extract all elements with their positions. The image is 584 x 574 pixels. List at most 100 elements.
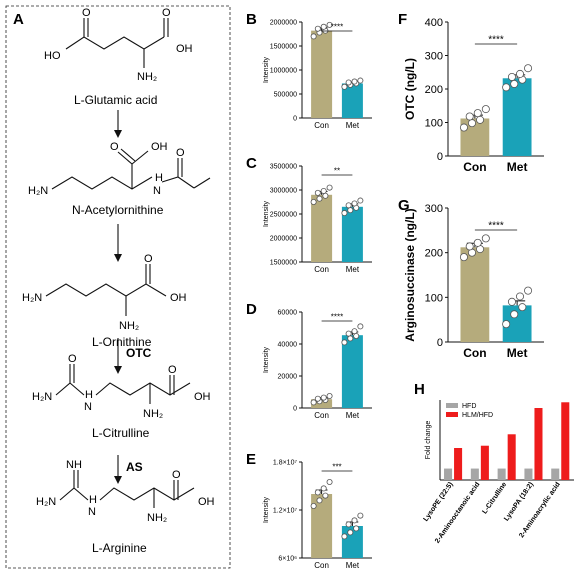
data-point (314, 25, 321, 32)
y-tick-label: 2000000 (270, 20, 297, 27)
data-point (467, 119, 476, 128)
data-point (465, 112, 474, 121)
category-label: Met (346, 265, 360, 274)
atom-label: H₂N (28, 185, 48, 197)
atom-label: OH (176, 43, 193, 55)
data-point (310, 198, 317, 205)
compound-name-l-citrulline: L-Citrulline (92, 426, 150, 440)
data-point (326, 21, 333, 28)
data-point (473, 109, 482, 118)
compound-name-l-ornithine: L-Ornithine (92, 335, 152, 349)
atom-label: O (144, 253, 153, 265)
y-tick-label: 6×10⁶ (278, 556, 297, 563)
data-point (351, 200, 358, 207)
atom-label: NH (66, 459, 82, 471)
data-point (341, 339, 348, 346)
data-point (320, 485, 327, 492)
data-point (345, 79, 352, 86)
bar-con (460, 247, 490, 342)
atom-label: H₂N (32, 391, 52, 403)
y-tick-label: 1500000 (270, 260, 297, 267)
panel-letter-b: B (246, 11, 257, 28)
y-tick-label: 0 (293, 116, 297, 123)
y-tick-label: 300 (425, 51, 443, 63)
significance-label: **** (331, 313, 343, 322)
atom-label: H (89, 494, 97, 506)
y-tick-label: 100 (425, 118, 443, 130)
panel-letter-f: F (398, 11, 407, 28)
category-label: Con (463, 160, 486, 174)
bar-hfd (497, 468, 506, 480)
y-tick-label: 2000000 (270, 236, 297, 243)
data-point (316, 195, 323, 202)
data-point (310, 33, 317, 40)
panel-letter-d: D (246, 301, 257, 318)
bar-met (341, 335, 363, 408)
data-point (524, 286, 533, 295)
significance-label: *** (332, 463, 341, 472)
category-label: Met (507, 160, 528, 174)
y-axis-label: OTC (ng/L) (403, 58, 417, 120)
chart-d: 0 20000 40000 60000 Intensity Con Met **** (263, 310, 372, 420)
atom-label: O (172, 469, 181, 481)
bar-hfd (470, 468, 479, 480)
data-point (314, 395, 321, 402)
atom-label: NH₂ (147, 512, 167, 524)
data-point (345, 330, 352, 337)
pathway-panel: A (5, 5, 231, 569)
data-point (524, 64, 533, 73)
significance-label: **** (488, 35, 504, 46)
chart-c: 1500000 2000000 2500000 3000000 3500000 Inten… (263, 164, 372, 274)
pathway-bonds (45, 18, 211, 508)
data-point (481, 234, 490, 243)
y-tick-label: 0 (437, 337, 443, 349)
y-tick-label: 2500000 (270, 212, 297, 219)
chart-f: 0 100 200 300 400 OTC (ng/L) Con Met **** (403, 17, 544, 174)
bar-met (341, 206, 363, 262)
y-tick-label: 3500000 (270, 164, 297, 171)
y-tick-label: 20000 (278, 374, 298, 381)
bar-con (311, 194, 333, 262)
y-tick-label: 40000 (278, 342, 298, 349)
y-tick-label: 1.8×10⁷ (273, 460, 298, 467)
category-label: Con (314, 561, 329, 570)
y-tick-label: 1.2×10⁷ (273, 508, 298, 515)
data-point (345, 202, 352, 209)
data-point (326, 392, 333, 399)
bar-met (341, 526, 363, 558)
y-tick-label: 3000000 (270, 188, 297, 195)
atom-label: N (153, 185, 161, 197)
atom-label: NH₂ (137, 71, 157, 83)
category-label: Con (463, 346, 486, 360)
data-point (510, 310, 519, 319)
compound-name-l-glutamic-acid: L-Glutamic acid (74, 93, 157, 107)
atom-label: OH (151, 141, 168, 153)
compound-name-n-acetylornithine: N-Acetylornithine (72, 203, 164, 217)
bar-hfd (551, 468, 560, 480)
category-label: Con (314, 411, 329, 420)
data-point (481, 105, 490, 114)
panel-letter-c: C (246, 155, 257, 172)
y-tick-label: 1500000 (270, 44, 297, 51)
bar-hlm-hfd (561, 402, 570, 480)
y-axis-label: Intensity (263, 346, 270, 373)
y-tick-label: 200 (425, 248, 443, 260)
y-tick-label: 60000 (278, 310, 298, 317)
atom-label: O (68, 353, 77, 365)
category-label: LysoPA (18:2) (503, 481, 535, 522)
bar-met (341, 83, 363, 118)
bar-hlm-hfd (454, 448, 463, 480)
data-point (320, 187, 327, 194)
atom-label: O (162, 7, 171, 19)
panel-letter-a: A (13, 11, 24, 28)
category-label: Con (314, 265, 329, 274)
atom-label: N (84, 401, 92, 413)
data-point (353, 525, 360, 532)
bar-hfd (524, 468, 533, 480)
atom-label: OH (170, 292, 187, 304)
data-point (502, 320, 511, 329)
data-point (502, 83, 511, 92)
data-point (310, 502, 317, 509)
